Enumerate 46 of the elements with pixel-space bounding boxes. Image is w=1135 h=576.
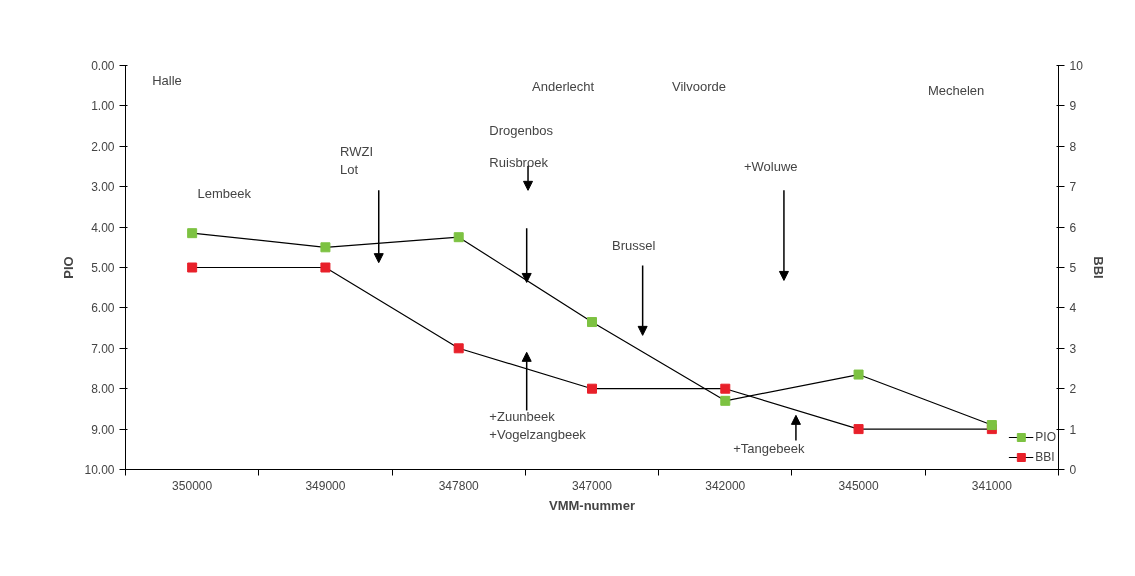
annotation: Drogenbos <box>489 123 554 139</box>
y2-tick-label: 2 <box>1069 382 1077 397</box>
x-tick-label: 350000 <box>172 478 213 493</box>
y-tick-label: 3.00 <box>91 180 115 195</box>
annotation: +Zuunbeek +Vogelzangbeek <box>489 408 587 442</box>
y-tick-label: 2.00 <box>91 139 115 154</box>
y2-tick-label: 3 <box>1069 341 1077 356</box>
y-tick-label: 9.00 <box>91 422 115 437</box>
y2-tick-label: 10 <box>1069 59 1084 73</box>
x-tick-label: 345000 <box>838 478 879 493</box>
annotation: RWZI Lot <box>340 143 374 177</box>
y-tick-label: 1.00 <box>91 99 115 114</box>
y2-tick-label: 4 <box>1069 301 1077 316</box>
y2-tick-label: 9 <box>1069 99 1077 114</box>
y-tick-label: 10.00 <box>84 463 115 477</box>
annotation: Lembeek <box>197 186 252 202</box>
annotation: Halle <box>152 72 182 88</box>
annotation: Ruisbroek <box>489 154 549 170</box>
y-tick-label: 4.00 <box>91 220 115 235</box>
y2-tick-label: 8 <box>1069 139 1077 154</box>
x-tick-label: 349000 <box>305 478 346 493</box>
y-tick-label: 5.00 <box>91 261 115 275</box>
x-tick-label: 342000 <box>705 478 746 493</box>
y2-tick-label: 6 <box>1069 220 1077 235</box>
x-tick-label: 347000 <box>571 478 613 493</box>
annotation: Mechelen <box>927 83 985 99</box>
y-tick-label: 7.00 <box>91 341 115 356</box>
annotation: Brussel <box>611 238 656 254</box>
y2-tick-label: 5 <box>1069 261 1077 275</box>
y-tick-label: 0.00 <box>91 59 115 73</box>
y-tick-label: 8.00 <box>91 382 115 397</box>
y2-axis-title: BBI <box>1090 256 1106 279</box>
legend-label: BBI <box>1035 450 1056 464</box>
x-tick-label: 341000 <box>971 478 1013 493</box>
annotation: Anderlecht <box>532 79 595 95</box>
y-tick-label: 6.00 <box>91 301 115 316</box>
x-tick-label: 347800 <box>438 478 480 493</box>
y-axis-title: PIO <box>61 256 77 279</box>
y2-tick-label: 1 <box>1069 422 1077 437</box>
y2-tick-label: 0 <box>1069 463 1077 477</box>
annotation: Vilvoorde <box>671 79 726 95</box>
y2-tick-label: 7 <box>1069 180 1077 195</box>
annotation: +Tangebeek <box>733 440 805 456</box>
x-axis-title: VMM-nummer <box>549 497 635 513</box>
annotation: +Woluwe <box>743 159 798 174</box>
legend-label: PIO <box>1035 430 1056 444</box>
